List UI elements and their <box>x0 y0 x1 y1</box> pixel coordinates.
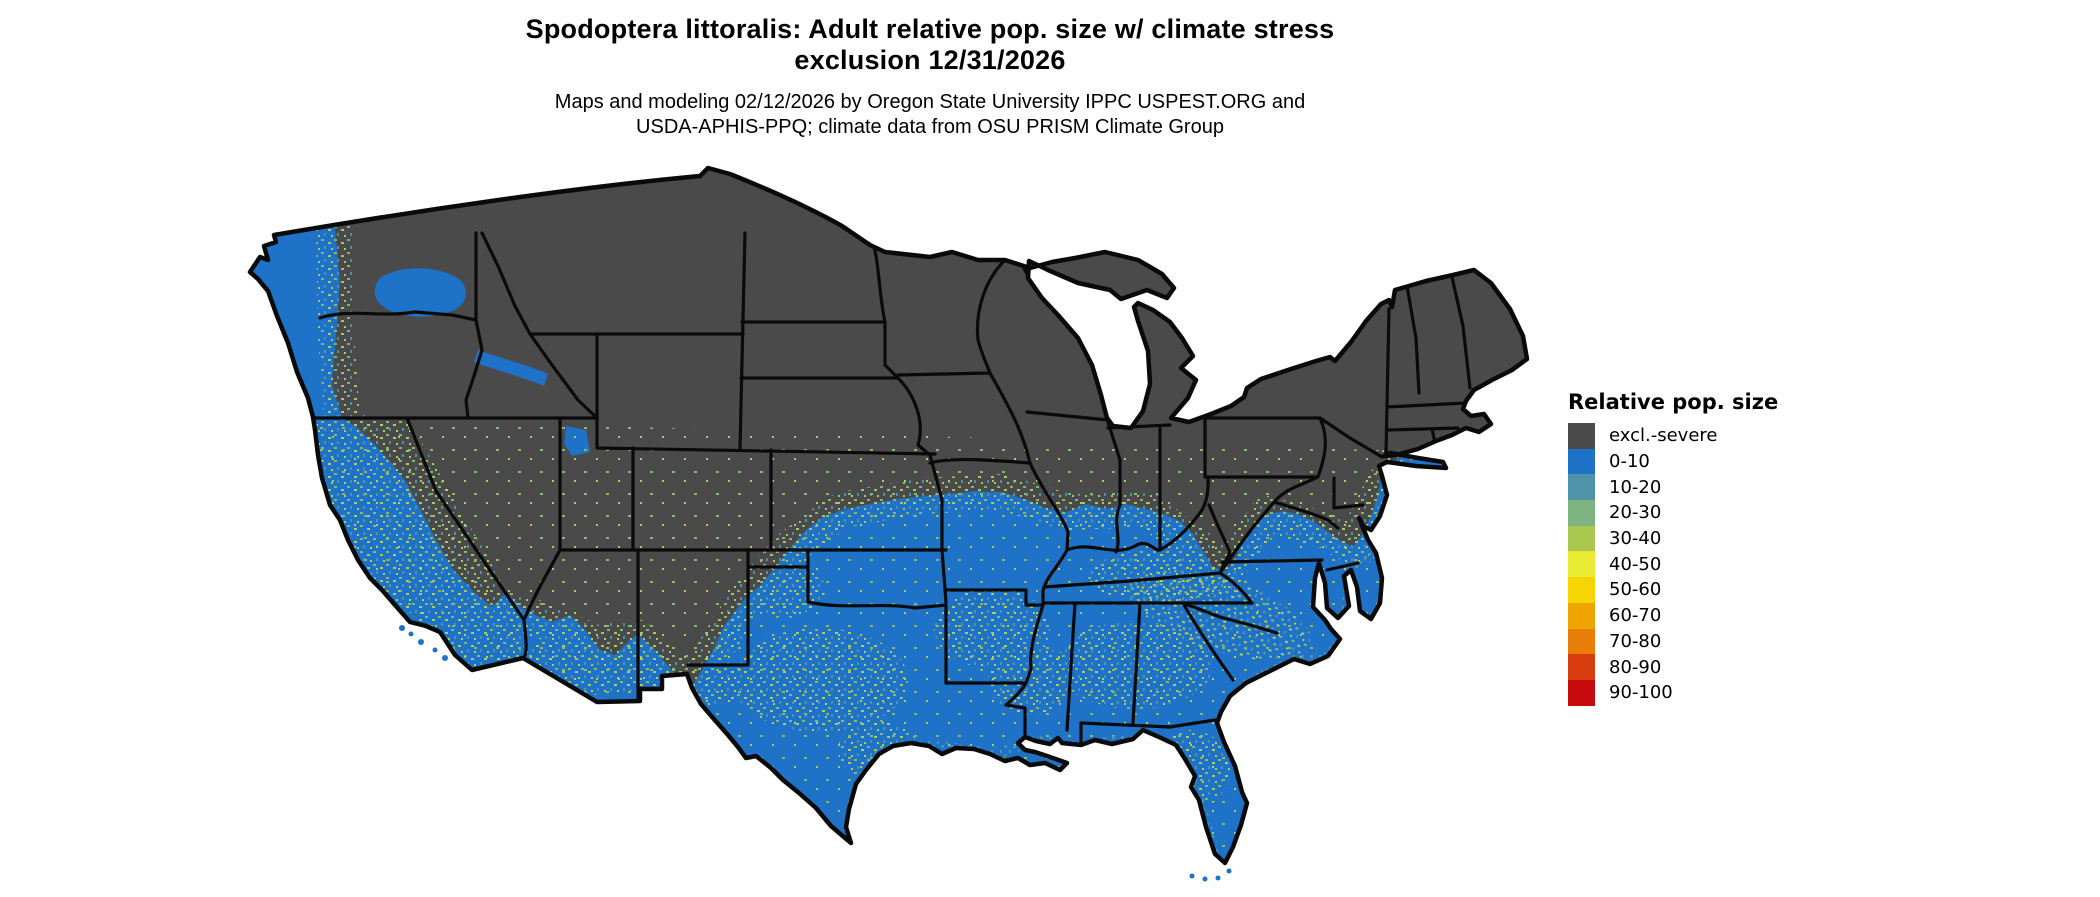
legend-swatch <box>1568 423 1595 449</box>
map-subtitle: Maps and modeling 02/12/2026 by Oregon S… <box>230 90 1630 140</box>
legend-swatch <box>1568 654 1595 680</box>
legend-swatch <box>1568 448 1595 475</box>
legend-swatch <box>1568 577 1595 603</box>
legend-swatch <box>1568 679 1595 706</box>
legend-swatch <box>1568 500 1595 526</box>
map-subtitle-line1: Maps and modeling 02/12/2026 by Oregon S… <box>554 91 1306 113</box>
legend-label: 90-100 <box>1609 682 1673 704</box>
map-title: Spodoptera littoralis: Adult relative po… <box>230 14 1630 76</box>
legend-swatch <box>1568 551 1595 578</box>
title-block: Spodoptera littoralis: Adult relative po… <box>230 14 1630 140</box>
legend-label: 40-50 <box>1609 553 1662 575</box>
legend-label: 80-90 <box>1609 656 1662 678</box>
legend-label: 10-20 <box>1609 476 1662 498</box>
south-sparse-speckle <box>310 417 1527 863</box>
legend-label: excl.-severe <box>1609 425 1718 447</box>
map-subtitle-line2: USDA-APHIS-PPQ; climate data from OSU PR… <box>636 116 1224 138</box>
legend-item: excl.-severe <box>1568 423 1778 449</box>
legend-item: 20-30 <box>1568 500 1778 526</box>
legend-label: 30-40 <box>1609 528 1662 550</box>
legend-swatch <box>1568 525 1595 552</box>
legend-label: 60-70 <box>1609 605 1662 627</box>
us-map-svg <box>230 160 1540 882</box>
legend-swatch <box>1568 602 1595 629</box>
legend-item: 70-80 <box>1568 628 1778 655</box>
legend-item: 90-100 <box>1568 679 1778 706</box>
legend-items: excl.-severe 0-10 10-20 20-30 30-40 40-5… <box>1568 423 1778 706</box>
legend-item: 50-60 <box>1568 577 1778 603</box>
florida-keys <box>1189 868 1232 882</box>
legend-label: 20-30 <box>1609 502 1662 524</box>
legend-item: 10-20 <box>1568 474 1778 501</box>
legend: Relative pop. size excl.-severe 0-10 10-… <box>1568 390 1778 706</box>
map-title-line2: exclusion 12/31/2026 <box>794 45 1066 75</box>
legend-swatch <box>1568 628 1595 655</box>
legend-item: 30-40 <box>1568 525 1778 552</box>
legend-item: 0-10 <box>1568 448 1778 475</box>
legend-item: 60-70 <box>1568 602 1778 629</box>
us-choropleth-map <box>230 160 1540 892</box>
map-title-line1: Spodoptera littoralis: Adult relative po… <box>525 14 1335 44</box>
legend-item: 40-50 <box>1568 551 1778 578</box>
legend-swatch <box>1568 474 1595 501</box>
columbia-basin-blue-patch <box>374 268 466 317</box>
legend-label: 0-10 <box>1609 451 1650 473</box>
legend-label: 70-80 <box>1609 630 1662 652</box>
snake-river-plain-blue-patch <box>474 350 548 386</box>
legend-label: 50-60 <box>1609 579 1662 601</box>
legend-title: Relative pop. size <box>1568 390 1779 414</box>
legend-item: 80-90 <box>1568 654 1778 680</box>
channel-islands <box>399 625 448 661</box>
